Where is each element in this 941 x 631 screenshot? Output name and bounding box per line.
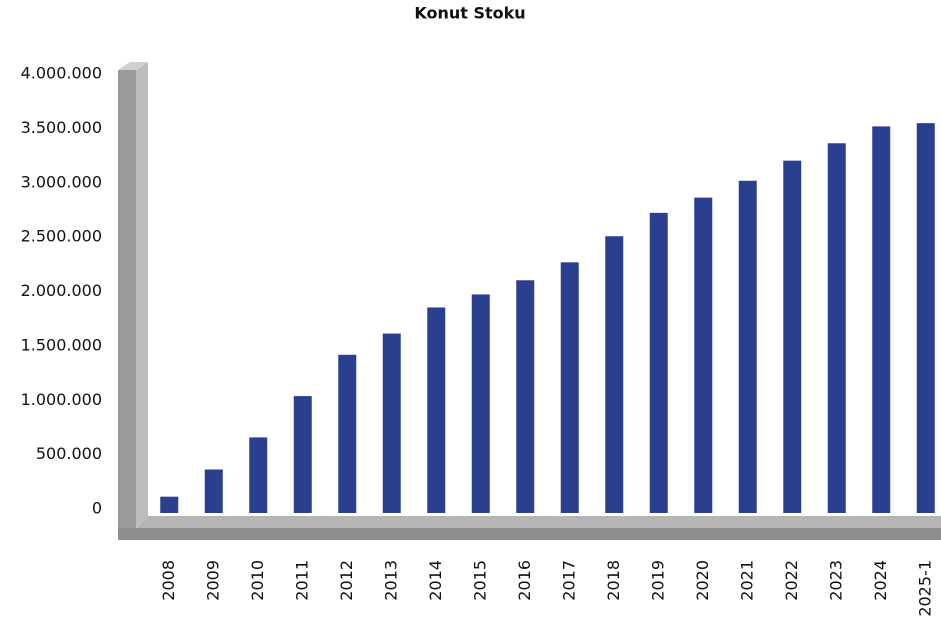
bar bbox=[560, 262, 579, 513]
bar bbox=[427, 307, 446, 513]
bar bbox=[827, 143, 846, 513]
x-tick-label: 2010 bbox=[248, 560, 267, 601]
x-tick-label: 2020 bbox=[693, 560, 712, 601]
x-tick-label: 2023 bbox=[826, 560, 845, 601]
x-tick-label: 2013 bbox=[381, 560, 400, 601]
bar bbox=[249, 437, 268, 513]
y-tick-label: 3.500.000 bbox=[21, 118, 102, 137]
axis-wall-top bbox=[118, 62, 148, 70]
y-tick-label: 500.000 bbox=[36, 444, 102, 463]
x-tick-label: 2011 bbox=[292, 560, 311, 601]
bar bbox=[916, 123, 935, 513]
x-tick-label: 2022 bbox=[782, 560, 801, 601]
x-tick-label: 2009 bbox=[203, 560, 222, 601]
x-tick-label: 2014 bbox=[426, 560, 445, 601]
bar bbox=[649, 212, 668, 513]
axis-floor-front bbox=[118, 528, 941, 540]
bar bbox=[293, 396, 312, 513]
axis-wall-front bbox=[118, 70, 136, 540]
x-tick-label: 2017 bbox=[559, 560, 578, 601]
y-tick-label: 3.000.000 bbox=[21, 172, 102, 191]
bar bbox=[783, 160, 802, 513]
x-tick-label: 2019 bbox=[648, 560, 667, 601]
x-tick-label: 2024 bbox=[871, 560, 890, 601]
axis-floor-top bbox=[136, 516, 941, 528]
y-tick-label: 4.000.000 bbox=[21, 64, 102, 83]
y-tick-label: 2.500.000 bbox=[21, 227, 102, 246]
x-tick-label: 2021 bbox=[737, 560, 756, 601]
x-tick-label: 2018 bbox=[604, 560, 623, 601]
bar bbox=[738, 180, 757, 514]
bar bbox=[516, 280, 535, 513]
bar bbox=[605, 236, 624, 513]
x-tick-label: 2016 bbox=[515, 560, 534, 601]
y-tick-label: 0 bbox=[92, 499, 102, 518]
bar bbox=[160, 496, 179, 513]
y-tick-label: 1.500.000 bbox=[21, 335, 102, 354]
x-tick-label: 2025-1 bbox=[915, 560, 934, 617]
bar bbox=[338, 354, 357, 513]
bar bbox=[694, 197, 713, 513]
x-tick-label: 2012 bbox=[337, 560, 356, 601]
bar bbox=[204, 469, 223, 513]
bar bbox=[382, 333, 401, 513]
axis-wall-side bbox=[136, 62, 148, 528]
y-tick-label: 1.000.000 bbox=[21, 390, 102, 409]
x-tick-label: 2008 bbox=[159, 560, 178, 601]
x-tick-label: 2015 bbox=[470, 560, 489, 601]
y-tick-label: 2.000.000 bbox=[21, 281, 102, 300]
bar bbox=[471, 294, 490, 513]
bar bbox=[872, 126, 891, 514]
chart-title: Konut Stoku bbox=[414, 4, 525, 23]
